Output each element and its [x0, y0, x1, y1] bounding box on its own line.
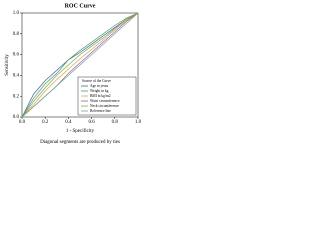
x-axis-label: 1 - Specificity: [66, 129, 95, 134]
legend-label: Age in years: [90, 84, 109, 88]
chart-title: ROC Curve: [65, 3, 96, 9]
legend-title: Source of the Curve: [82, 79, 111, 83]
x-tick-label: 0.2: [42, 120, 49, 125]
x-tick-label: 1.0: [135, 120, 142, 125]
x-tick-label: 0.8: [112, 120, 119, 125]
y-axis-label: Sensitivity: [5, 54, 10, 76]
x-tick-label: 0.0: [19, 120, 26, 125]
y-tick-label: 0.4: [13, 74, 20, 79]
y-tick-label: 1.0: [13, 11, 20, 16]
series-line: [21, 12, 139, 118]
series-line: [21, 12, 139, 118]
legend-label: Neck circumference: [90, 104, 119, 108]
plot-frame: [21, 12, 139, 118]
page: {"chart_data": {"type": "line", "title":…: [0, 0, 144, 150]
series-line: [21, 12, 139, 118]
x-tick-label: 0.6: [88, 120, 95, 125]
y-tick-label: 0.6: [13, 53, 20, 58]
y-tick-label: 0.8: [13, 32, 20, 37]
series-line: [21, 12, 139, 118]
legend-label: Reference line: [90, 109, 111, 113]
x-tick-label: 0.4: [65, 120, 72, 125]
y-tick-label: 0.2: [13, 94, 20, 99]
legend-label: Waist circumference: [90, 99, 120, 103]
footnote: Diagonal segments are produced by ties: [40, 140, 120, 145]
chart: ROC Curve Sensitivity 1 - Specificity Di…: [0, 0, 144, 150]
series-line: [21, 12, 139, 118]
y-tick-label: 0.0: [13, 115, 20, 120]
legend-label: BMI in kg/m2: [90, 94, 111, 98]
legend-label: Weight in kg: [90, 89, 109, 93]
